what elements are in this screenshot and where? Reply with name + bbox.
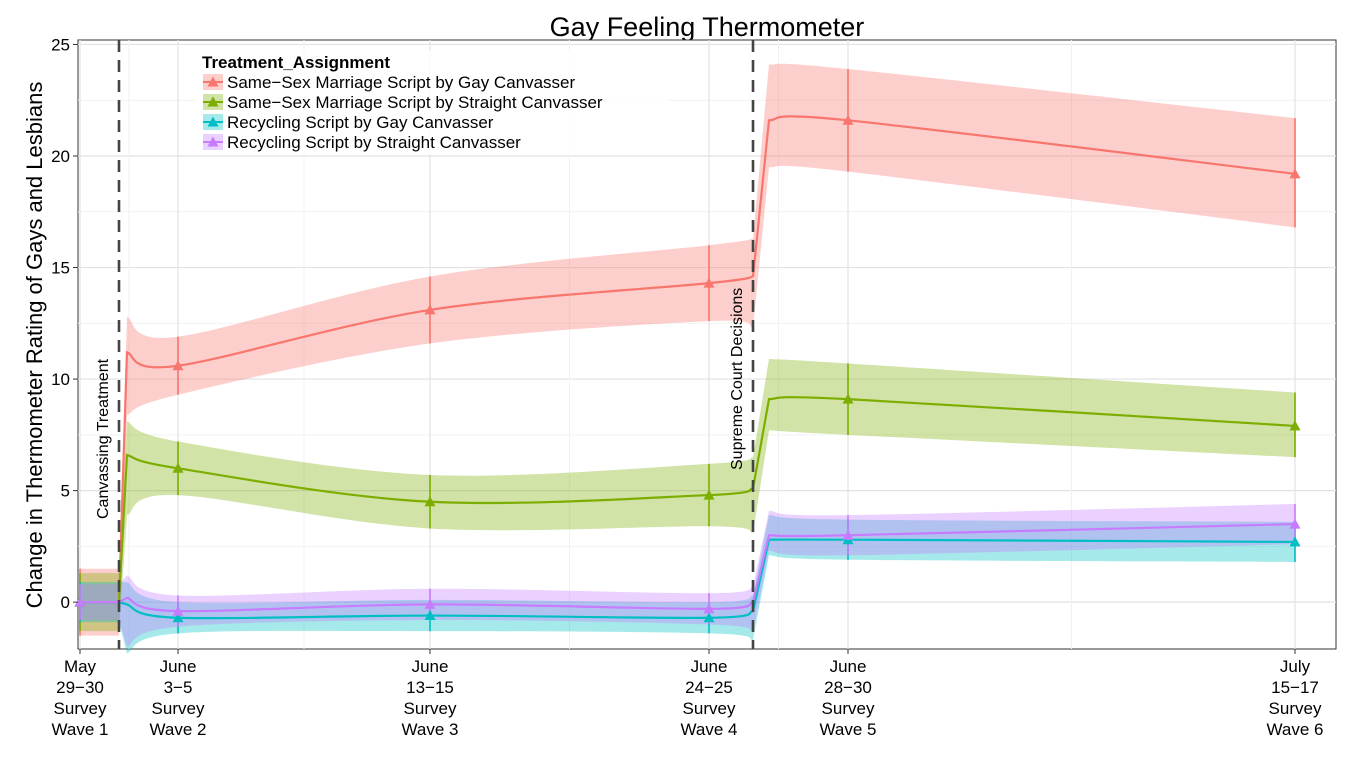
x-tick-label: June bbox=[412, 657, 449, 676]
data-point bbox=[424, 496, 436, 507]
data-point bbox=[703, 277, 715, 288]
data-point bbox=[1289, 536, 1301, 547]
data-point bbox=[1289, 518, 1301, 529]
legend-marker bbox=[207, 96, 219, 107]
data-point bbox=[842, 393, 854, 404]
chart-title: Gay Feeling Thermometer bbox=[550, 12, 865, 42]
y-tick-label: 5 bbox=[61, 482, 70, 501]
data-point bbox=[703, 489, 715, 500]
x-tick-label: Survey bbox=[152, 699, 205, 718]
confidence-band bbox=[753, 63, 1295, 328]
legend-label: Same−Sex Marriage Script by Gay Canvasse… bbox=[227, 73, 576, 92]
data-point bbox=[424, 304, 436, 315]
confidence-band bbox=[80, 582, 127, 654]
legend-label: Recycling Script by Straight Canvasser bbox=[227, 133, 521, 152]
confidence-band bbox=[80, 421, 127, 632]
y-tick-label: 0 bbox=[61, 593, 70, 612]
confidence-band bbox=[753, 504, 1295, 632]
x-axis: May 29−30 Survey Wave 1 June 3−5 Survey Wave 2 J… bbox=[51, 649, 1324, 739]
x-tick-label: 28−30 bbox=[824, 678, 872, 697]
event-label: Canvassing Treatment bbox=[95, 358, 112, 519]
x-tick-label: Survey bbox=[404, 699, 457, 718]
x-tick-label: 15−17 bbox=[1271, 678, 1319, 697]
x-tick-label: 29−30 bbox=[56, 678, 104, 697]
y-axis-label: Change in Thermometer Rating of Gays and… bbox=[22, 82, 47, 609]
legend-marker bbox=[207, 76, 219, 87]
event-markers: Canvassing Treatment Supreme Court Decisi… bbox=[95, 40, 755, 649]
data-point bbox=[172, 462, 184, 473]
data-point bbox=[1289, 420, 1301, 431]
x-tick-label: 3−5 bbox=[164, 678, 193, 697]
x-tick-label: June bbox=[830, 657, 867, 676]
x-tick-label: June bbox=[160, 657, 197, 676]
x-tick-label: July bbox=[1280, 657, 1311, 676]
x-tick-label: Wave 3 bbox=[401, 720, 458, 739]
legend-label: Same−Sex Marriage Script by Straight Can… bbox=[227, 93, 603, 112]
data-point bbox=[1289, 168, 1301, 179]
y-tick-label: 25 bbox=[51, 35, 70, 54]
x-tick-label: Survey bbox=[54, 699, 107, 718]
confidence-band bbox=[80, 316, 127, 636]
x-tick-label: Wave 5 bbox=[819, 720, 876, 739]
data-point bbox=[703, 603, 715, 614]
confidence-band bbox=[127, 421, 753, 533]
x-tick-label: June bbox=[691, 657, 728, 676]
x-tick-label: Wave 1 bbox=[51, 720, 108, 739]
legend-marker bbox=[207, 116, 219, 127]
event-label: Supreme Court Decisions bbox=[729, 288, 746, 470]
x-tick-label: Wave 2 bbox=[149, 720, 206, 739]
data-point bbox=[172, 360, 184, 371]
confidence-band bbox=[753, 515, 1295, 641]
data-point bbox=[424, 598, 436, 609]
x-tick-label: Wave 4 bbox=[680, 720, 737, 739]
legend-background bbox=[196, 50, 666, 154]
x-tick-label: Survey bbox=[683, 699, 736, 718]
data-point bbox=[172, 605, 184, 616]
confidence-band bbox=[127, 238, 753, 415]
data-point bbox=[424, 610, 436, 621]
data-point bbox=[703, 612, 715, 623]
confidence-band bbox=[127, 582, 753, 654]
y-tick-label: 15 bbox=[51, 259, 70, 278]
x-tick-label: 24−25 bbox=[685, 678, 733, 697]
data-point bbox=[842, 529, 854, 540]
x-tick-label: Survey bbox=[1269, 699, 1322, 718]
x-tick-label: Survey bbox=[822, 699, 875, 718]
x-tick-label: Wave 6 bbox=[1266, 720, 1323, 739]
legend-marker bbox=[207, 136, 219, 147]
legend: Treatment_Assignment Same−Sex Marriage S… bbox=[196, 50, 666, 154]
data-point bbox=[842, 114, 854, 125]
legend-title: Treatment_Assignment bbox=[202, 53, 390, 72]
confidence-band bbox=[127, 575, 753, 647]
data-markers bbox=[74, 114, 1301, 623]
legend-label: Recycling Script by Gay Canvasser bbox=[227, 113, 494, 132]
y-axis: 0 5 10 15 20 25 bbox=[51, 35, 78, 612]
y-tick-label: 10 bbox=[51, 370, 70, 389]
data-point bbox=[172, 612, 184, 623]
y-tick-label: 20 bbox=[51, 147, 70, 166]
x-tick-label: 13−15 bbox=[406, 678, 454, 697]
confidence-band bbox=[80, 575, 127, 647]
x-tick-label: May bbox=[64, 657, 97, 676]
data-point bbox=[74, 596, 86, 607]
